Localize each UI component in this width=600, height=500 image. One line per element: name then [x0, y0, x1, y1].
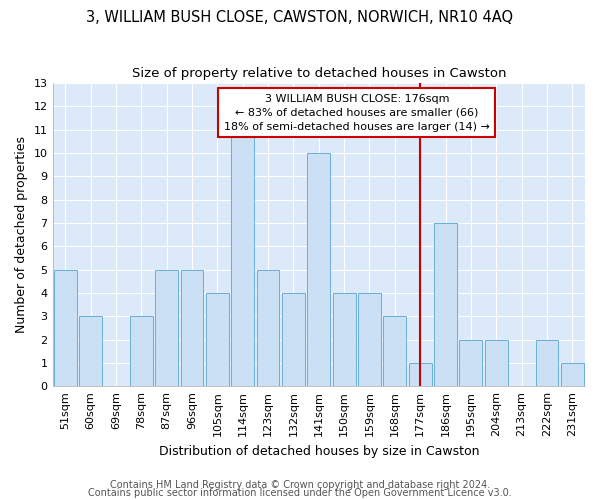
Bar: [358, 293, 381, 386]
Bar: [257, 270, 280, 386]
Text: 3 WILLIAM BUSH CLOSE: 176sqm
← 83% of detached houses are smaller (66)
18% of se: 3 WILLIAM BUSH CLOSE: 176sqm ← 83% of de…: [224, 94, 490, 132]
Bar: [383, 316, 406, 386]
Bar: [155, 270, 178, 386]
Bar: [181, 270, 203, 386]
Bar: [206, 293, 229, 386]
Bar: [561, 363, 584, 386]
Bar: [409, 363, 431, 386]
Bar: [307, 153, 330, 386]
Bar: [333, 293, 356, 386]
Bar: [130, 316, 152, 386]
Text: Contains HM Land Registry data © Crown copyright and database right 2024.: Contains HM Land Registry data © Crown c…: [110, 480, 490, 490]
X-axis label: Distribution of detached houses by size in Cawston: Distribution of detached houses by size …: [158, 444, 479, 458]
Bar: [282, 293, 305, 386]
Text: 3, WILLIAM BUSH CLOSE, CAWSTON, NORWICH, NR10 4AQ: 3, WILLIAM BUSH CLOSE, CAWSTON, NORWICH,…: [86, 10, 514, 25]
Bar: [79, 316, 102, 386]
Bar: [231, 130, 254, 386]
Y-axis label: Number of detached properties: Number of detached properties: [15, 136, 28, 333]
Bar: [434, 223, 457, 386]
Title: Size of property relative to detached houses in Cawston: Size of property relative to detached ho…: [131, 68, 506, 80]
Text: Contains public sector information licensed under the Open Government Licence v3: Contains public sector information licen…: [88, 488, 512, 498]
Bar: [485, 340, 508, 386]
Bar: [536, 340, 559, 386]
Bar: [460, 340, 482, 386]
Bar: [54, 270, 77, 386]
